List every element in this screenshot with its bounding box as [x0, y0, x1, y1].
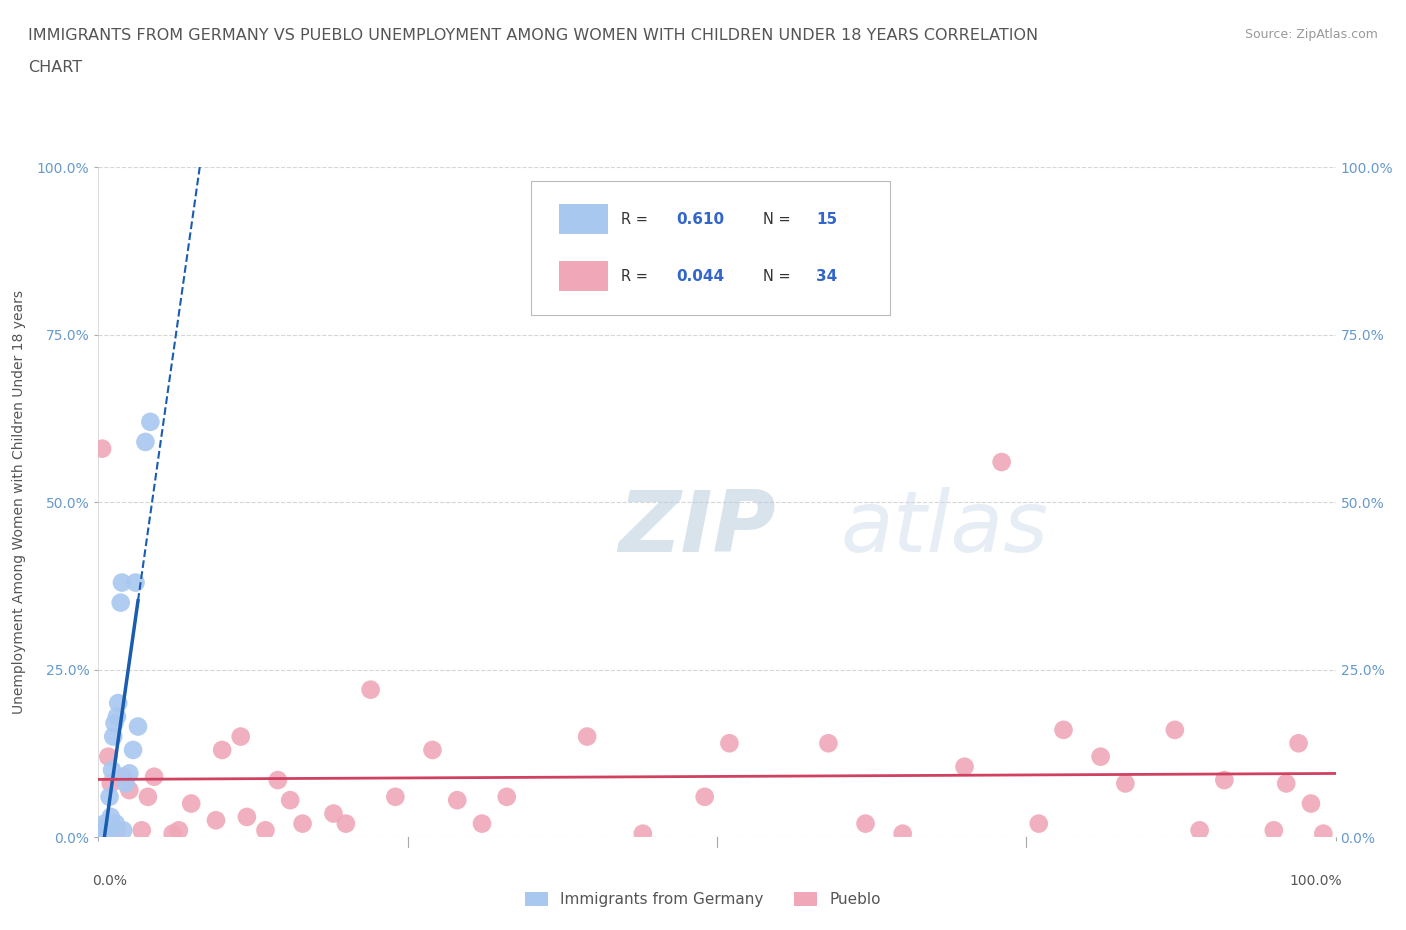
Point: [93, 823, 115, 838]
Point: [446, 792, 468, 807]
Point: [718, 736, 741, 751]
Point: [211, 742, 233, 757]
Point: [1188, 823, 1211, 838]
Text: 0.044: 0.044: [676, 269, 724, 284]
Point: [855, 817, 877, 831]
Point: [322, 806, 344, 821]
Point: [112, 769, 135, 784]
Point: [1312, 826, 1334, 841]
Point: [96, 824, 118, 839]
Point: [93, 817, 115, 831]
Point: [384, 790, 406, 804]
Point: [101, 763, 124, 777]
Point: [110, 595, 132, 610]
Point: [118, 783, 141, 798]
Text: 0.0%: 0.0%: [93, 874, 127, 888]
Point: [162, 826, 184, 841]
Y-axis label: Unemployment Among Women with Children Under 18 years: Unemployment Among Women with Children U…: [11, 290, 25, 714]
Point: [1114, 776, 1136, 790]
Point: [124, 575, 146, 590]
Point: [693, 790, 716, 804]
Point: [100, 776, 122, 790]
Text: 100.0%: 100.0%: [1289, 874, 1341, 888]
Point: [105, 823, 128, 838]
Point: [1090, 750, 1112, 764]
Text: N =: N =: [763, 212, 794, 227]
Point: [576, 729, 599, 744]
Text: R =: R =: [620, 269, 652, 284]
Text: 15: 15: [815, 212, 837, 227]
Point: [93, 826, 115, 841]
Text: N =: N =: [763, 269, 794, 284]
Point: [471, 817, 494, 831]
Point: [205, 813, 228, 828]
Point: [422, 742, 444, 757]
FancyBboxPatch shape: [558, 205, 609, 234]
Point: [139, 415, 162, 430]
FancyBboxPatch shape: [558, 261, 609, 291]
Point: [104, 817, 127, 831]
Point: [1263, 823, 1285, 838]
Point: [1028, 817, 1050, 831]
Point: [136, 790, 159, 804]
Text: atlas: atlas: [841, 487, 1049, 570]
Text: ZIP: ZIP: [619, 487, 776, 570]
Point: [143, 769, 166, 784]
Point: [1164, 723, 1187, 737]
Point: [103, 716, 125, 731]
Point: [118, 766, 141, 781]
Point: [360, 683, 382, 698]
Point: [122, 742, 145, 757]
Text: Source: ZipAtlas.com: Source: ZipAtlas.com: [1244, 28, 1378, 41]
Point: [167, 823, 190, 838]
Point: [817, 736, 839, 751]
Point: [278, 792, 301, 807]
Point: [229, 729, 252, 744]
Point: [114, 776, 136, 790]
Point: [236, 809, 259, 824]
Point: [180, 796, 202, 811]
Point: [335, 817, 357, 831]
Text: CHART: CHART: [28, 60, 82, 75]
Text: R =: R =: [620, 212, 652, 227]
Point: [953, 759, 976, 774]
Point: [91, 441, 114, 456]
Point: [107, 696, 129, 711]
Point: [91, 826, 114, 841]
Point: [990, 455, 1012, 470]
Point: [97, 821, 120, 836]
Text: 34: 34: [815, 269, 838, 284]
Point: [103, 729, 125, 744]
Point: [1213, 773, 1236, 788]
Point: [98, 790, 121, 804]
Point: [254, 823, 277, 838]
Point: [267, 773, 290, 788]
Point: [97, 750, 120, 764]
Legend: Immigrants from Germany, Pueblo: Immigrants from Germany, Pueblo: [519, 885, 887, 913]
Point: [131, 823, 153, 838]
Text: 0.610: 0.610: [676, 212, 724, 227]
Point: [105, 709, 128, 724]
Point: [631, 826, 654, 841]
Point: [112, 823, 135, 838]
Point: [891, 826, 914, 841]
Point: [127, 719, 149, 734]
Point: [134, 434, 156, 449]
Point: [1275, 776, 1298, 790]
Point: [495, 790, 517, 804]
Point: [94, 819, 117, 834]
Point: [111, 575, 134, 590]
Point: [291, 817, 314, 831]
Point: [100, 809, 122, 824]
Text: IMMIGRANTS FROM GERMANY VS PUEBLO UNEMPLOYMENT AMONG WOMEN WITH CHILDREN UNDER 1: IMMIGRANTS FROM GERMANY VS PUEBLO UNEMPL…: [28, 28, 1038, 43]
Point: [1052, 723, 1074, 737]
Point: [1299, 796, 1322, 811]
FancyBboxPatch shape: [531, 180, 890, 314]
Point: [1288, 736, 1310, 751]
